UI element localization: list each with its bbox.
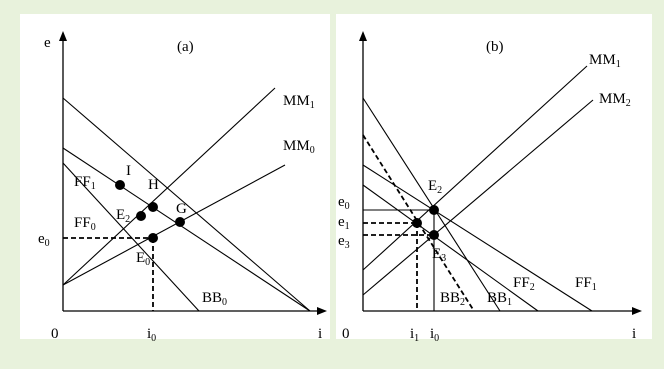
panel-b-point-e2 — [429, 205, 439, 215]
panel-b-mm1-label: MM1 — [589, 52, 621, 70]
panel-b-e3-label: e3 — [338, 233, 350, 251]
panel-b-bb1-line — [362, 97, 501, 312]
panel-b-e2-label: E2 — [428, 178, 442, 196]
panel-b-point-e3 — [429, 230, 439, 240]
panel-a-i0-label: i0 — [147, 326, 156, 344]
panel-a-y-axis-label: e — [44, 35, 51, 51]
panel-b-point-e1 — [412, 218, 422, 228]
panel-a-point-g — [175, 217, 185, 227]
panel-b-ff2-line — [362, 184, 539, 312]
panel-b-e3-point-label: E3 — [432, 246, 446, 264]
panel-b-origin: 0 — [342, 326, 350, 342]
panel-a-point-h — [148, 202, 158, 212]
panel-b-x-axis-label: i — [632, 326, 636, 342]
panel-a-ff0-label: FF0 — [74, 215, 96, 233]
panel-b-i1-label: i1 — [410, 326, 419, 344]
panel-b-ff2-label: FF2 — [513, 275, 535, 293]
panel-b-ff1-line — [362, 164, 593, 312]
panel-a-e0-label: e0 — [38, 231, 50, 249]
panel-b-mm2-label: MM2 — [599, 91, 631, 109]
panel-a-x-axis-label: i — [318, 326, 322, 342]
panel-b-e0-label: e0 — [338, 194, 350, 212]
panel-a-point-e2 — [136, 211, 146, 221]
panel-a-background — [20, 14, 330, 339]
panel-a-mm1-label: MM1 — [283, 93, 315, 111]
panel-a-point-e0 — [148, 233, 158, 243]
panel-b-ff1-label: FF1 — [575, 275, 597, 293]
panel-b-bb2-label: BB2 — [440, 290, 465, 308]
panel-a-bb0-label: BB0 — [202, 290, 227, 308]
panel-a-title: (a) — [177, 39, 194, 55]
panel-a-ff0-line — [62, 147, 311, 312]
panel-a-ff1-line — [62, 97, 311, 312]
panel-a-mm0-label: MM0 — [283, 138, 315, 156]
panel-a-h-point-label: H — [148, 177, 159, 193]
panel-b: (b) i 0 e0 e1 e3 i1 i0 MM1 MM2 E2 E3 FF2… — [338, 31, 642, 344]
panel-a-origin: 0 — [51, 326, 59, 342]
panel-a-e2-label: E2 — [116, 207, 130, 225]
panel-b-mm1-line — [362, 65, 588, 271]
panel-a-mm0-line — [62, 164, 286, 286]
panel-a-bb0-line — [62, 162, 200, 312]
panel-a-point-i — [115, 180, 125, 190]
panel-a-e0-point-label: E0 — [136, 250, 150, 268]
panel-b-i0-label: i0 — [430, 326, 439, 344]
panel-b-title: (b) — [486, 39, 504, 55]
panel-a-i-point-label: I — [126, 163, 131, 179]
panel-a-mm1-line — [62, 87, 276, 286]
panel-b-e1-label: e1 — [338, 214, 350, 232]
panel-a-g-point-label: G — [176, 201, 187, 217]
panel-b-mm2-line — [362, 99, 594, 296]
panel-b-bb1-label: BB1 — [487, 290, 512, 308]
panel-a: (a) e i 0 e0 i0 MM1 MM0 FF1 FF0 BB0 E2 E… — [38, 31, 327, 344]
panel-a-ff1-label: FF1 — [74, 174, 96, 192]
